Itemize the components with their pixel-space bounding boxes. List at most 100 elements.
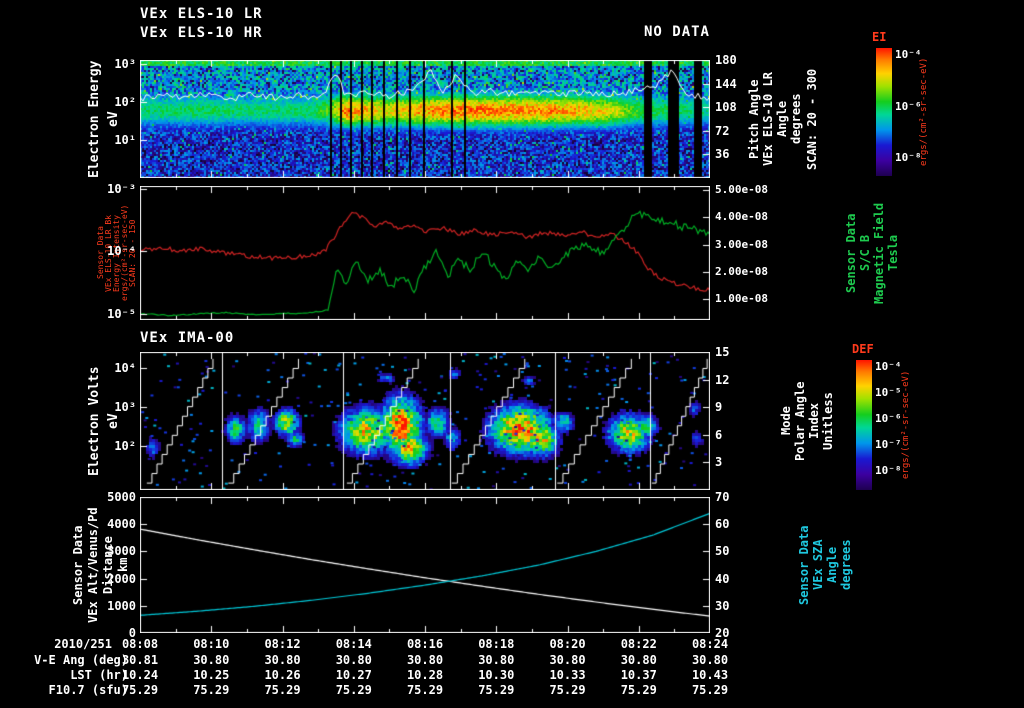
panel2-right-label-4: Tesla: [886, 234, 900, 272]
row-value: 75.29: [335, 683, 372, 697]
panel1-energy-tick: 10²: [114, 95, 136, 110]
panel4-right-label-4: degrees: [839, 539, 853, 591]
def-colorbar: [856, 360, 872, 490]
panel2-intensity-bfield-canvas: [140, 186, 710, 320]
panel1-ylabel: Electron Energy: [87, 60, 102, 178]
panel1-pitch-tick: 144: [715, 76, 737, 91]
panel4-alt-tick: 5000: [107, 490, 136, 504]
panel2-intensity-tick: 10⁻⁵: [107, 306, 136, 321]
panel1-energy-tick: 10³: [114, 56, 136, 71]
row-value: 30.80: [478, 653, 515, 667]
row-value: 10.43: [691, 668, 729, 682]
time-tick-label: 08:08: [121, 637, 159, 651]
panel2-intensity-tick: 10⁻⁴: [107, 244, 136, 259]
row-value: 10.33: [549, 668, 586, 682]
time-tick-label: 08:18: [478, 637, 515, 651]
panel4-sza-tick: 20: [715, 626, 730, 640]
ei-colorbar-tick: 10⁻⁸: [895, 150, 922, 164]
def-colorbar-tick: 10⁻⁵: [875, 385, 902, 399]
panel2-right-label-3: Magnetic Field: [872, 202, 886, 304]
panel4-right-label-3: Angle: [825, 546, 839, 584]
panel3-mode-tick: 12: [715, 372, 730, 387]
panel1-energy-tick: 10¹: [114, 133, 136, 148]
row-value: 75.29: [264, 683, 301, 697]
panel3-right-label-3: Index: [807, 402, 821, 440]
panel1-right-label-5: SCAN: 20 - 300: [805, 68, 819, 170]
row-value: 30.80: [335, 653, 372, 667]
panel3-right-label-2: Polar Angle: [793, 381, 807, 461]
row-value: 10.27: [335, 668, 372, 682]
panel4-sza-tick: 60: [715, 517, 730, 532]
panel4-alt-tick: 1000: [107, 598, 136, 613]
panel2-right-label-1: Sensor Data: [844, 213, 858, 293]
row-value: 10.28: [406, 668, 444, 682]
row-label: F10.7 (sfu): [48, 683, 128, 697]
panel3-title: VEx IMA-00: [140, 330, 235, 346]
panel1-els-spectrogram-canvas: [140, 60, 710, 178]
panel3-volts-tick: 10²: [114, 438, 136, 453]
row-label: LST (hr): [70, 668, 128, 682]
time-tick-label: 08:16: [406, 637, 444, 651]
panel3-ima-spectrogram-canvas: [140, 352, 710, 490]
row-value: 30.80: [264, 653, 301, 667]
row-value: 75.29: [121, 683, 159, 697]
row-value: 75.29: [691, 683, 729, 697]
def-colorbar-tick: 10⁻⁸: [875, 463, 902, 477]
panel3-volts-tick: 10⁴: [114, 360, 136, 375]
panel4-right-label-1: Sensor Data: [797, 525, 811, 605]
panel4-sza-tick: 40: [715, 571, 730, 586]
panel1-pitch-tick: 36: [715, 147, 730, 162]
def-colorbar-title: DEF: [852, 342, 874, 356]
panel1-pitch-tick: 108: [715, 100, 737, 115]
page-title-line1: VEx ELS-10 LR: [140, 6, 263, 22]
time-tick-label: 08:10: [193, 637, 230, 651]
row-value: 30.81: [121, 653, 159, 667]
panel4-altitude-sza-canvas: [140, 497, 710, 633]
panel4-sza-tick: 70: [715, 490, 730, 504]
row-value: 30.80: [549, 653, 586, 667]
panel1-pitch-tick: 180: [715, 53, 737, 67]
panel2-right-label-2: S/C B: [858, 234, 872, 272]
panel1-pitch-tick: 72: [715, 123, 730, 138]
row-value: 10.24: [121, 668, 159, 682]
panel2-bfield-tick: 2.00e-08: [715, 264, 768, 278]
row-value: 75.29: [620, 683, 657, 697]
panel1-ylabel-unit: eV: [106, 111, 121, 127]
panel3-mode-tick: 9: [715, 400, 723, 415]
row-value: 75.29: [406, 683, 444, 697]
def-colorbar-tick: 10⁻⁶: [875, 411, 902, 425]
def-colorbar-tick: 10⁻⁷: [875, 437, 902, 451]
row-value: 75.29: [549, 683, 586, 697]
panel3-right-label-4: Unitless: [821, 392, 835, 450]
panel4-alt-tick: 0: [128, 626, 136, 640]
row-value: 10.37: [620, 668, 657, 682]
time-tick-label: 08:12: [264, 637, 301, 651]
panel2-bfield-tick: 3.00e-08: [715, 237, 768, 251]
row-value: 10.25: [193, 668, 230, 682]
row-label: V-E Ang (deg): [34, 653, 128, 667]
time-tick-label: 08:14: [335, 637, 372, 651]
def-colorbar-units: ergs/(cm²-sr-sec-eV): [901, 370, 911, 480]
row-value: 30.80: [691, 653, 729, 667]
row-value: 75.29: [193, 683, 230, 697]
panel2-bfield-tick: 1.00e-08: [715, 291, 768, 305]
panel2-intensity-tick: 10⁻³: [107, 182, 136, 197]
panel4-right-label-2: VEx SZA: [811, 539, 825, 591]
row-value: 30.80: [406, 653, 444, 667]
time-tick-label: 08:24: [691, 637, 729, 651]
row-value: 75.29: [478, 683, 515, 697]
panel3-mode-tick: 3: [715, 455, 723, 470]
panel3-mode-tick: 15: [715, 345, 730, 359]
row-value: 30.80: [193, 653, 230, 667]
ei-colorbar-title: EI: [872, 30, 887, 44]
panel4-sza-tick: 50: [715, 544, 730, 559]
panel4-sza-tick: 30: [715, 598, 730, 613]
no-data-label: NO DATA: [643, 24, 710, 40]
ei-colorbar: [876, 48, 892, 176]
row-value: 30.80: [620, 653, 657, 667]
panel1-right-label-4: degrees: [789, 93, 803, 145]
row-value: 10.30: [478, 668, 515, 682]
def-colorbar-tick: 10⁻⁴: [875, 359, 902, 373]
panel4-alt-tick: 2000: [107, 571, 136, 586]
